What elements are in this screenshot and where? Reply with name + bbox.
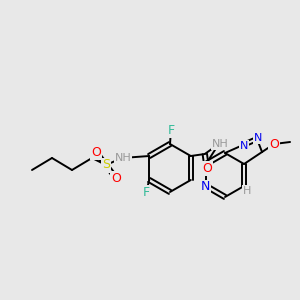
- Text: NH: NH: [115, 153, 131, 163]
- Text: O: O: [91, 146, 101, 158]
- Text: O: O: [202, 161, 212, 175]
- Text: O: O: [111, 172, 121, 184]
- Text: F: F: [167, 124, 175, 136]
- Text: N: N: [240, 141, 248, 151]
- Text: H: H: [243, 186, 251, 196]
- Text: F: F: [143, 185, 150, 199]
- Text: N: N: [200, 181, 210, 194]
- Text: N: N: [254, 133, 262, 143]
- Text: NH: NH: [212, 139, 228, 149]
- Text: O: O: [269, 137, 279, 151]
- Text: S: S: [102, 158, 110, 172]
